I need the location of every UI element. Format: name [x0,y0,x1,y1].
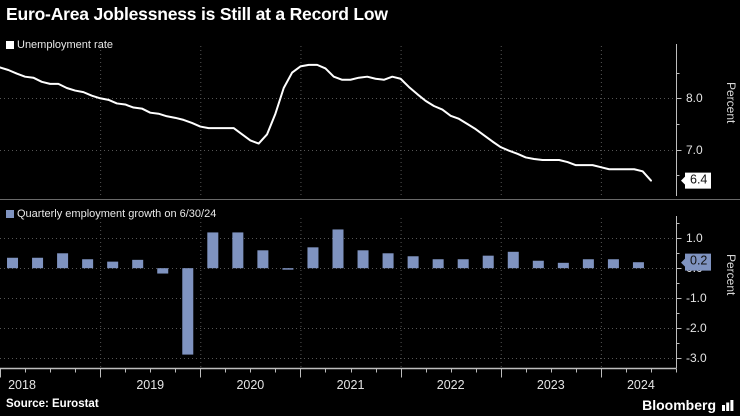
chart-footer: Source: Eurostat Bloomberg [0,396,740,416]
y-tick-label: -1.0 [686,290,707,305]
source-label: Source: Eurostat [6,398,99,410]
legend-top-label: Unemployment rate [17,39,113,51]
blue-square-marker-icon [6,210,14,218]
employment-growth-value-callout: 0.2 [685,253,712,271]
top-axis-title: Percent [724,82,738,124]
bloomberg-bars-icon [722,400,734,411]
x-tick-label: 2024 [626,378,655,392]
y-tick-label: 1.0 [686,231,703,246]
legend-employment-growth: Quarterly employment growth on 6/30/24 [6,208,216,220]
x-tick-label: 2018 [8,378,36,392]
bloomberg-brand: Bloomberg [642,397,716,413]
y-tick-label: -3.0 [686,350,707,365]
top-y-axis-labels: 8.0 7.0 [686,0,732,416]
unemployment-rate-value-callout: 6.4 [685,172,712,189]
x-tick-label: 2022 [436,378,465,392]
x-tick-label: 2023 [536,378,565,392]
x-tick-label: 2019 [136,378,165,392]
y-tick-label: -2.0 [686,320,707,335]
x-axis-labels: 2018 2019 2020 2021 2022 2023 2024 [0,378,740,398]
bottom-axis-title: Percent [724,254,738,296]
panel-divider [0,199,740,200]
y-tick-label: 8.0 [686,91,703,106]
x-tick-label: 2020 [236,378,265,392]
legend-bottom-label: Quarterly employment growth on 6/30/24 [17,208,217,220]
white-square-marker-icon [6,41,14,49]
legend-unemployment-rate: Unemployment rate [6,39,113,51]
x-tick-label: 2021 [336,378,365,392]
chart-title: Euro-Area Joblessness is Still at a Reco… [6,4,388,24]
bottom-y-axis-labels: 1.00.0-1.0-2.0-3.0 [686,0,732,416]
y-tick-label: 7.0 [686,142,703,157]
